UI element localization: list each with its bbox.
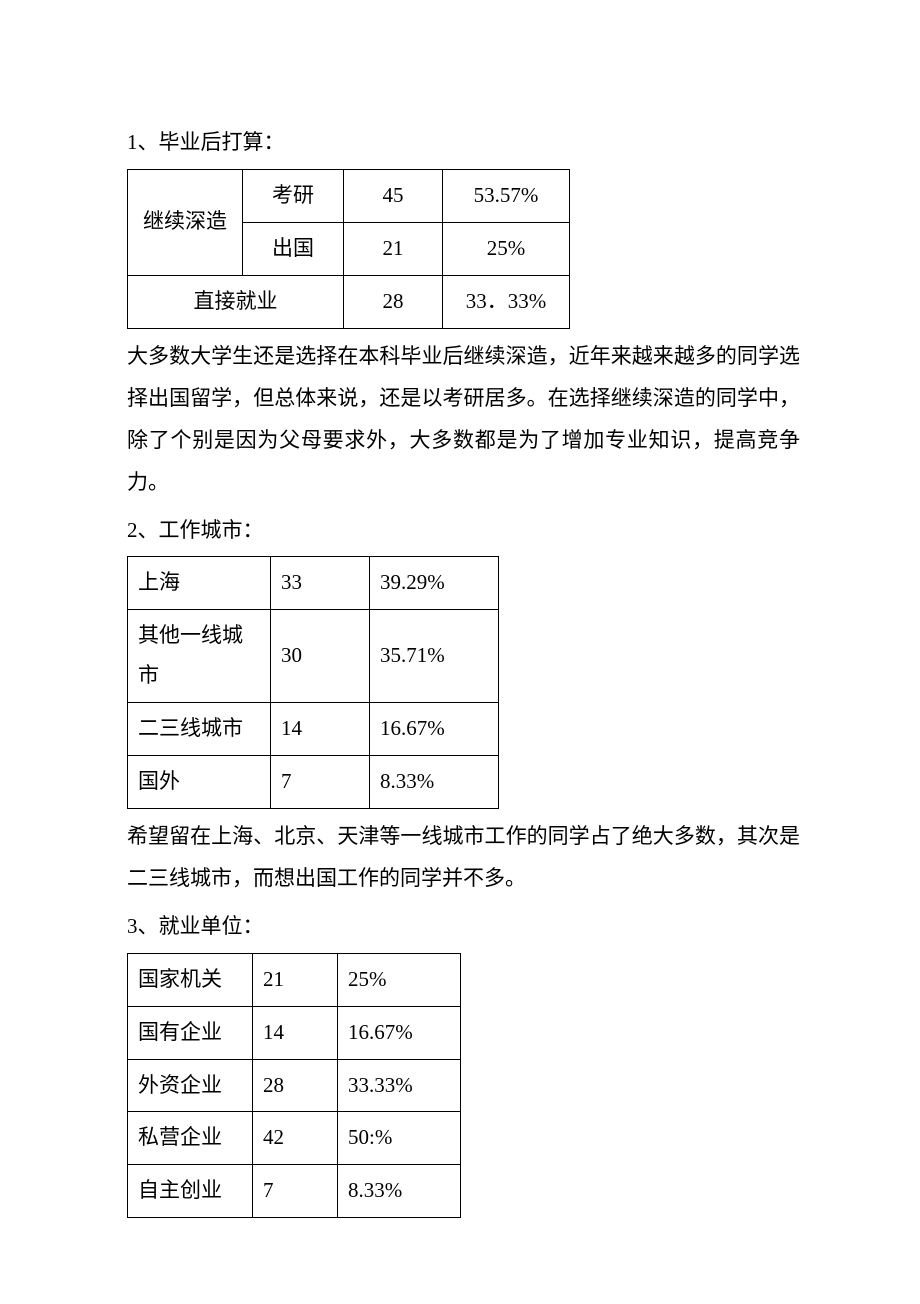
table-row: 其他一线城市 30 35.71%	[128, 610, 499, 703]
cell-org: 自主创业	[128, 1165, 253, 1218]
cell-count: 28	[344, 275, 443, 328]
table-orgs: 国家机关 21 25% 国有企业 14 16.67% 外资企业 28 33.33…	[127, 953, 461, 1218]
cell-pct: 33．33%	[443, 275, 570, 328]
cell-org: 国有企业	[128, 1006, 253, 1059]
cell-count: 28	[253, 1059, 338, 1112]
table-row: 继续深造 考研 45 53.57%	[128, 169, 570, 222]
table-row: 外资企业 28 33.33%	[128, 1059, 461, 1112]
table-row: 私营企业 42 50:%	[128, 1112, 461, 1165]
section2-paragraph: 希望留在上海、北京、天津等一线城市工作的同学占了绝大多数，其次是二三线城市，而想…	[127, 815, 800, 899]
section2-title: 2、工作城市：	[127, 511, 800, 551]
cell-pct: 35.71%	[370, 610, 499, 703]
cell-count: 21	[253, 953, 338, 1006]
cell-count: 14	[271, 703, 370, 756]
section1-title: 1、毕业后打算：	[127, 123, 800, 163]
cell-org: 私营企业	[128, 1112, 253, 1165]
cell-count: 7	[253, 1165, 338, 1218]
cell-city: 二三线城市	[128, 703, 271, 756]
cell-cat-merged: 直接就业	[128, 275, 344, 328]
table-row: 上海 33 39.29%	[128, 557, 499, 610]
cell-count: 21	[344, 222, 443, 275]
cell-pct: 16.67%	[338, 1006, 461, 1059]
table-row: 国外 7 8.33%	[128, 756, 499, 809]
section3-title: 3、就业单位：	[127, 907, 800, 947]
cell-pct: 8.33%	[338, 1165, 461, 1218]
cell-cat-sub: 出国	[243, 222, 344, 275]
cell-pct: 50:%	[338, 1112, 461, 1165]
cell-city: 上海	[128, 557, 271, 610]
cell-count: 42	[253, 1112, 338, 1165]
cell-pct: 53.57%	[443, 169, 570, 222]
table-row: 二三线城市 14 16.67%	[128, 703, 499, 756]
cell-org: 国家机关	[128, 953, 253, 1006]
cell-city: 国外	[128, 756, 271, 809]
cell-pct: 25%	[338, 953, 461, 1006]
table-row: 国家机关 21 25%	[128, 953, 461, 1006]
table-row: 自主创业 7 8.33%	[128, 1165, 461, 1218]
table-cities: 上海 33 39.29% 其他一线城市 30 35.71% 二三线城市 14 1…	[127, 556, 499, 808]
table-row: 直接就业 28 33．33%	[128, 275, 570, 328]
cell-pct: 33.33%	[338, 1059, 461, 1112]
section1-paragraph: 大多数大学生还是选择在本科毕业后继续深造，近年来越来越多的同学选择出国留学，但总…	[127, 335, 800, 503]
cell-pct: 39.29%	[370, 557, 499, 610]
cell-pct: 25%	[443, 222, 570, 275]
cell-count: 45	[344, 169, 443, 222]
cell-org: 外资企业	[128, 1059, 253, 1112]
cell-city: 其他一线城市	[128, 610, 271, 703]
cell-pct: 16.67%	[370, 703, 499, 756]
cell-cat-sub: 考研	[243, 169, 344, 222]
table-row: 国有企业 14 16.67%	[128, 1006, 461, 1059]
cell-count: 30	[271, 610, 370, 703]
cell-cat-major: 继续深造	[128, 169, 243, 275]
table-plans: 继续深造 考研 45 53.57% 出国 21 25% 直接就业 28 33．3…	[127, 169, 570, 329]
cell-pct: 8.33%	[370, 756, 499, 809]
cell-count: 7	[271, 756, 370, 809]
cell-count: 33	[271, 557, 370, 610]
cell-count: 14	[253, 1006, 338, 1059]
